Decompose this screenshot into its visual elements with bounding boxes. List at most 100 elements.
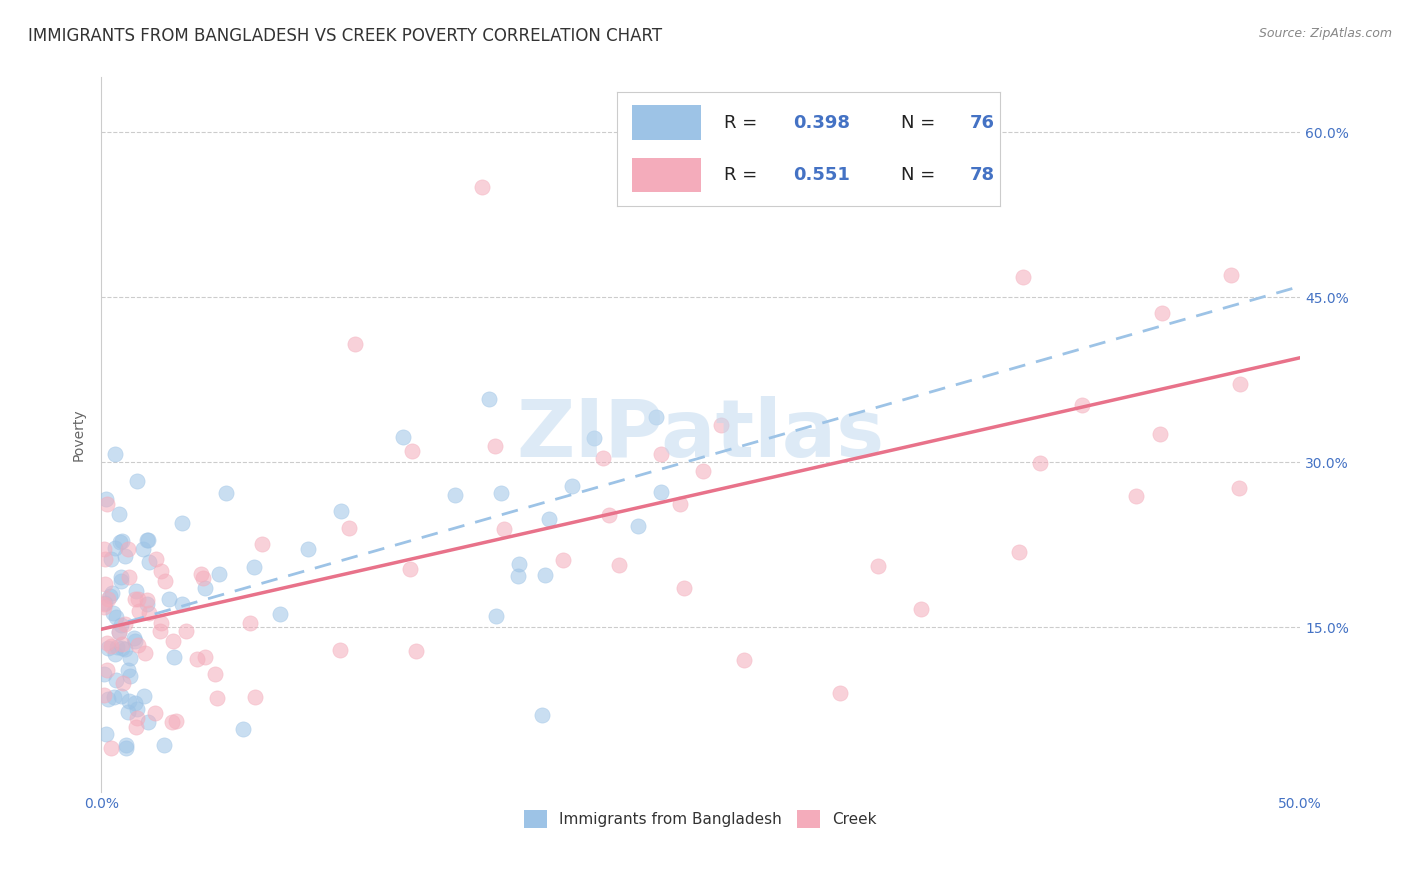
Point (243, 690, 266, 704)
Point (96, 636, 118, 650)
Point (1149, 427, 1171, 442)
Point (157, 591, 180, 606)
Point (672, 582, 695, 596)
Point (117, 705, 139, 719)
Point (1219, 268, 1241, 283)
Point (484, 439, 506, 453)
Point (174, 624, 197, 639)
Point (100, 551, 122, 566)
Point (118, 570, 141, 584)
Point (114, 616, 136, 631)
Point (105, 610, 128, 624)
Point (124, 634, 146, 648)
Point (118, 650, 141, 665)
Point (193, 571, 215, 585)
Point (194, 581, 217, 595)
Point (1029, 457, 1052, 471)
Point (100, 639, 122, 653)
Point (94, 727, 117, 741)
Point (583, 431, 606, 445)
Point (124, 631, 146, 645)
Point (204, 667, 226, 681)
Y-axis label: Poverty: Poverty (72, 409, 86, 461)
Point (1007, 545, 1029, 559)
Point (117, 663, 139, 677)
Point (94, 552, 117, 566)
Point (93, 667, 115, 681)
Point (136, 597, 159, 611)
Point (93, 542, 115, 557)
Point (492, 522, 515, 536)
Text: IMMIGRANTS FROM BANGLADESH VS CREEK POVERTY CORRELATION CHART: IMMIGRANTS FROM BANGLADESH VS CREEK POVE… (28, 27, 662, 45)
Point (471, 180, 494, 194)
Point (128, 604, 150, 618)
Point (93, 600, 115, 615)
Point (108, 625, 131, 640)
Point (125, 702, 148, 716)
Point (100, 741, 122, 756)
Point (828, 686, 851, 700)
Point (115, 738, 138, 752)
Point (97, 640, 120, 655)
Point (138, 606, 160, 620)
Point (111, 641, 134, 656)
Point (733, 653, 755, 667)
Point (150, 564, 173, 578)
Point (339, 520, 361, 534)
Point (97, 692, 120, 706)
Point (1229, 376, 1251, 391)
Point (125, 584, 148, 599)
Point (399, 562, 422, 576)
Point (208, 567, 231, 582)
Point (136, 592, 159, 607)
Point (170, 516, 193, 530)
Point (110, 618, 132, 632)
Point (162, 650, 184, 665)
Point (508, 557, 530, 571)
Point (94, 577, 117, 591)
Point (1125, 490, 1147, 504)
Point (344, 337, 367, 351)
Point (668, 498, 690, 512)
Point (537, 512, 560, 526)
Point (1227, 481, 1250, 495)
Point (110, 689, 132, 703)
Point (592, 451, 614, 466)
Point (868, 559, 890, 574)
Point (114, 642, 136, 657)
Point (104, 447, 127, 461)
Point (103, 606, 125, 620)
Point (194, 650, 217, 665)
Point (100, 586, 122, 600)
Point (392, 430, 415, 444)
Point (108, 508, 131, 522)
Point (111, 533, 134, 548)
Point (534, 567, 557, 582)
Point (186, 652, 208, 666)
Point (149, 624, 172, 638)
Point (145, 552, 167, 566)
Point (136, 714, 159, 729)
Point (153, 738, 176, 752)
Point (561, 479, 583, 493)
Point (252, 537, 274, 551)
Point (93, 596, 115, 610)
Point (205, 691, 228, 706)
Point (329, 643, 352, 657)
Point (105, 640, 128, 654)
Point (124, 592, 146, 607)
Point (96, 497, 118, 511)
Point (531, 708, 554, 723)
Point (104, 541, 127, 555)
Point (136, 533, 159, 547)
Point (598, 508, 620, 522)
Point (127, 592, 149, 607)
Point (190, 567, 212, 582)
Point (405, 644, 427, 658)
Point (114, 549, 136, 563)
Point (127, 639, 149, 653)
Point (136, 533, 159, 548)
Point (627, 518, 650, 533)
Point (650, 447, 672, 461)
Point (104, 647, 127, 661)
